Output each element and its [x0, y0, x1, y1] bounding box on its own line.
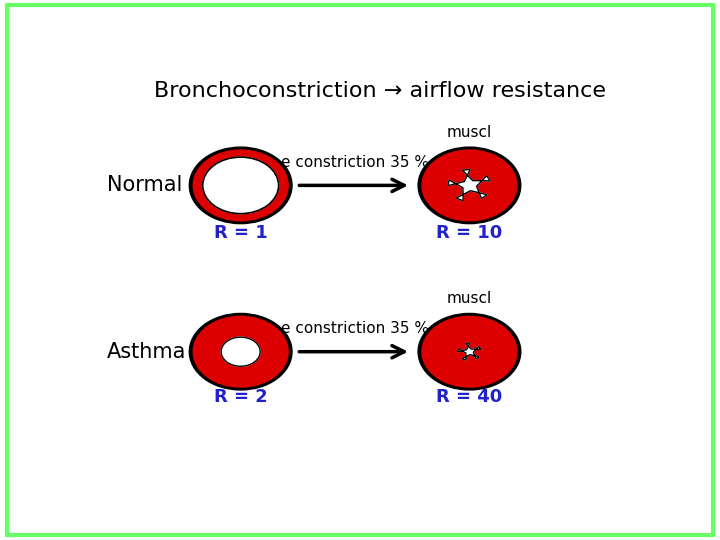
Text: R = 2: R = 2 — [214, 388, 268, 407]
Circle shape — [189, 147, 292, 224]
Circle shape — [221, 337, 260, 366]
Text: Normal: Normal — [107, 176, 182, 195]
Text: muscl: muscl — [447, 291, 492, 306]
Circle shape — [189, 313, 292, 390]
Polygon shape — [448, 170, 490, 201]
Circle shape — [193, 150, 288, 221]
Polygon shape — [458, 343, 481, 360]
Text: e constriction 35 %: e constriction 35 % — [281, 321, 429, 336]
Circle shape — [193, 316, 288, 387]
Text: R = 10: R = 10 — [436, 224, 503, 242]
Text: e constriction 35 %: e constriction 35 % — [281, 154, 429, 170]
Circle shape — [422, 150, 517, 221]
Text: Bronchoconstriction → airflow resistance: Bronchoconstriction → airflow resistance — [154, 82, 606, 102]
Circle shape — [418, 147, 521, 224]
Text: R = 1: R = 1 — [214, 224, 268, 242]
Text: R = 40: R = 40 — [436, 388, 503, 407]
Text: muscl: muscl — [447, 125, 492, 140]
Circle shape — [422, 316, 517, 387]
Circle shape — [203, 157, 279, 214]
Text: Asthma: Asthma — [107, 342, 186, 362]
Circle shape — [418, 313, 521, 390]
